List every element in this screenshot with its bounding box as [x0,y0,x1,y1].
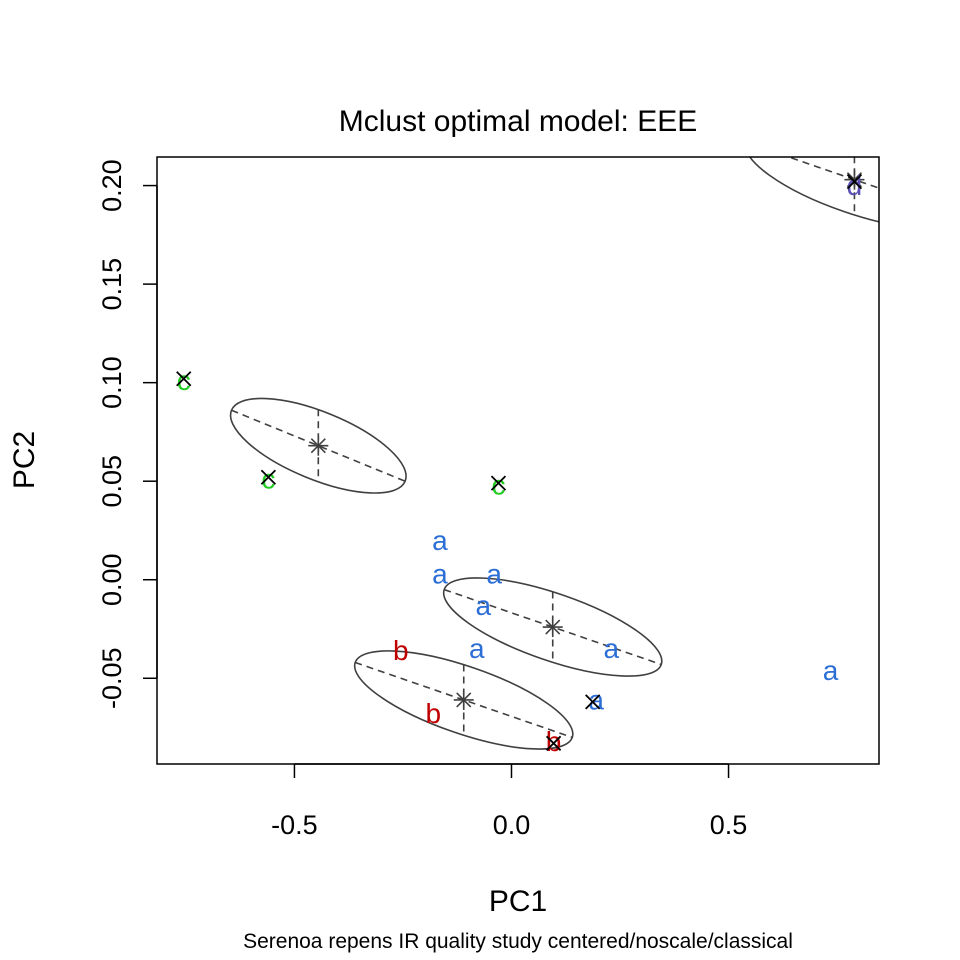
x-tick-label: 0.0 [493,810,531,840]
data-point-label: c [177,365,191,396]
misclassified-marker [545,735,562,751]
chart-subtitle: Serenoa repens IR quality study centered… [243,930,793,953]
data-point-label: b [393,635,409,666]
cluster-center-marker [844,169,865,190]
x-axis: -0.5 0.0 0.5 [271,763,748,840]
plot-frame [156,156,880,765]
y-tick-label: 0.15 [97,258,127,311]
y-tick-label: -0.05 [97,647,127,709]
data-point-label: b [546,726,562,757]
misclassified-marker [490,475,507,491]
data-point-label: a [604,633,620,664]
y-tick-label: 0.00 [97,553,127,606]
y-axis: -0.05 0.00 0.05 0.10 0.15 0.20 [97,159,158,709]
misclassified-marker [176,371,192,387]
data-point-label: c [491,470,505,501]
cluster-center-marker [542,617,563,638]
data-point-label: a [469,633,485,664]
misclassified-marker [846,173,863,190]
data-point-label: a [588,684,604,715]
y-tick-label: 0.20 [97,159,127,212]
data-point-label: c [261,464,275,495]
misclassified-marker [260,469,277,485]
data-point-label: a [432,525,448,556]
data-point-label: b [426,698,442,729]
data-point-label: a [432,558,448,589]
y-tick-label: 0.05 [97,455,127,508]
misclassified-marker [585,694,601,710]
x-tick-label: -0.5 [271,810,318,840]
cluster-ellipse [744,157,879,230]
cluster-center-marker [308,435,329,456]
y-axis-label: PC2 [8,431,41,489]
x-tick-label: 0.5 [710,810,748,840]
data-point-label: a [823,655,839,686]
cluster-center-marker [453,689,474,710]
x-axis-label: PC1 [489,885,547,918]
y-tick-label: 0.10 [97,356,127,409]
cluster-major-axis [231,409,406,482]
data-point-label: d [847,170,863,201]
data-point-label: a [475,590,491,621]
chart-title: Mclust optimal model: EEE [339,105,697,138]
data-point-label: a [486,558,502,589]
